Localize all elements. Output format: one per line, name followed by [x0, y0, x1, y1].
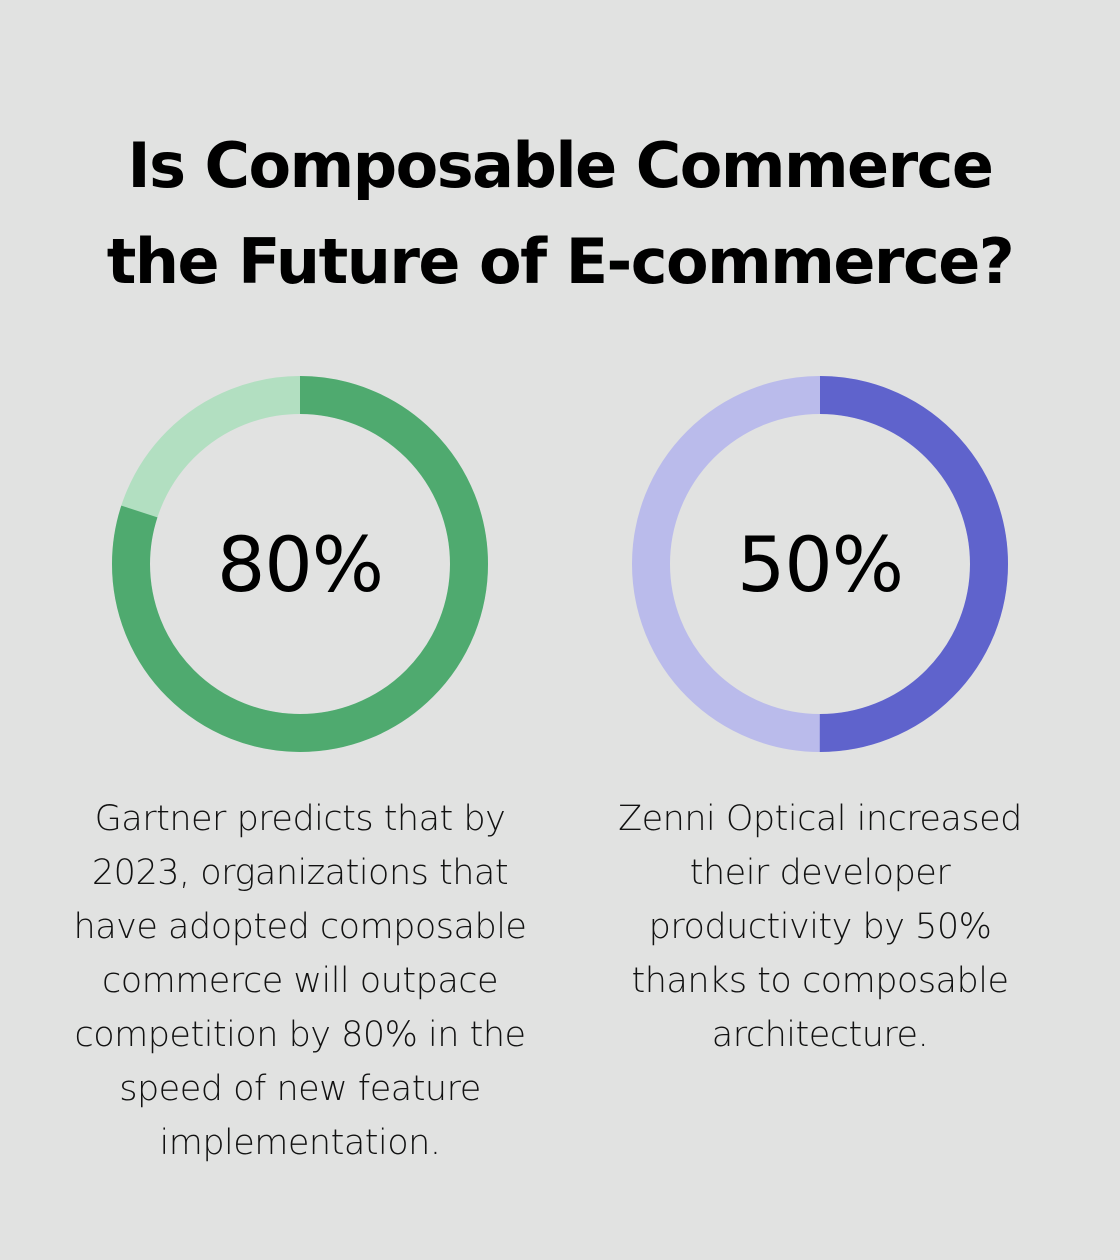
page-title: Is Composable Commerce the Future of E-c…: [0, 118, 1120, 310]
description-line: thanks to composable: [631, 961, 1009, 1001]
description-line: their developer: [689, 853, 951, 893]
stat-description-zenni: Zenni Optical increased their developer …: [560, 792, 1080, 1062]
description-line: 2023, organizations that: [91, 853, 509, 893]
description-line: have adopted composable: [73, 907, 527, 947]
title-line-2: the Future of E-commerce?: [106, 225, 1015, 298]
donut-ring-80: [112, 376, 488, 752]
description-line: implementation.: [159, 1123, 441, 1163]
title-line-1: Is Composable Commerce: [127, 129, 994, 202]
stat-value: 50%: [737, 519, 904, 609]
stat-value: 80%: [217, 519, 384, 609]
description-line: Zenni Optical increased: [618, 799, 1022, 839]
donut-filled-arc: [632, 376, 1008, 752]
description-line: competition by 80% in the: [74, 1015, 526, 1055]
donut-chart-50: 50%: [630, 374, 1010, 754]
description-line: commerce will outpace: [101, 961, 499, 1001]
description-line: productivity by 50%: [648, 907, 992, 947]
stat-description-gartner: Gartner predicts that by 2023, organizat…: [40, 792, 560, 1170]
description-line: speed of new feature: [119, 1069, 481, 1109]
donut-ring-50: [632, 376, 1008, 752]
description-line: architecture.: [711, 1015, 929, 1055]
donut-filled-arc: [112, 376, 488, 752]
donut-chart-80: 80%: [110, 374, 490, 754]
description-line: Gartner predicts that by: [94, 799, 506, 839]
